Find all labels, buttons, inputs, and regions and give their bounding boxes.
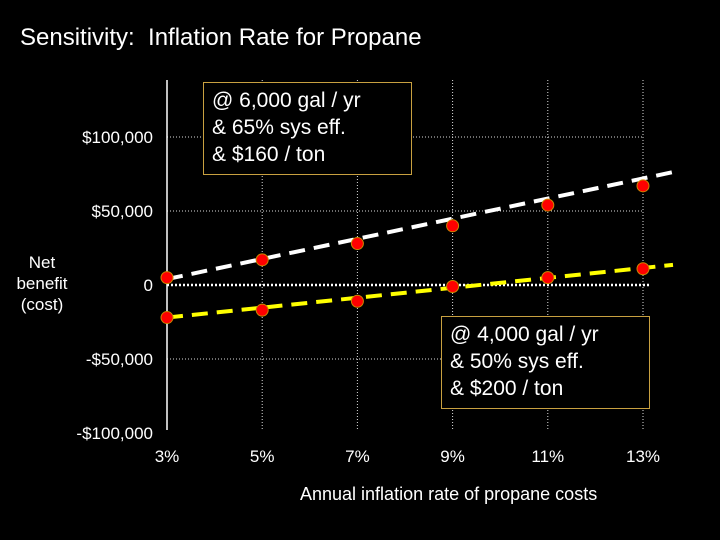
data-point [636, 262, 650, 276]
x-tick-label: 5% [250, 447, 275, 466]
annotation-box-high: @ 6,000 gal / yr & 65% sys eff. & $160 /… [203, 82, 412, 175]
data-point [350, 294, 364, 308]
annotation-line: & $200 / ton [450, 377, 564, 400]
annotation-box-low: @ 4,000 gal / yr & 50% sys eff. & $200 /… [441, 316, 650, 409]
data-point [255, 303, 269, 317]
y-axis-label-line: benefit [16, 274, 68, 293]
series-layer [160, 170, 674, 325]
data-point [160, 271, 174, 285]
y-tick-label: $50,000 [92, 202, 153, 221]
x-tick-label: 3% [155, 447, 180, 466]
series-trend-line [166, 262, 674, 320]
y-axis-label-line: Net [28, 253, 56, 272]
data-point [255, 253, 269, 267]
annotation-line: & $160 / ton [212, 143, 326, 166]
page-title: Sensitivity: Inflation Rate for Propane [20, 24, 422, 51]
data-point [446, 279, 460, 293]
data-point [636, 179, 650, 193]
y-tick-label: 0 [144, 276, 153, 295]
y-tick-label: -$100,000 [76, 424, 153, 443]
x-tick-label: 13% [626, 447, 660, 466]
annotation-line: & 50% sys eff. [450, 350, 584, 373]
annotation-line: @ 4,000 gal / yr [450, 323, 599, 346]
data-point [541, 271, 555, 285]
x-tick-label: 9% [440, 447, 465, 466]
annotation-line: & 65% sys eff. [212, 116, 346, 139]
y-tick-label: $100,000 [82, 128, 153, 147]
y-axis-label-line: (cost) [20, 295, 64, 314]
data-point [541, 198, 555, 212]
x-tick-label: 11% [531, 447, 564, 466]
y-axis-label: Net benefit (cost) [14, 252, 70, 315]
x-axis-label: Annual inflation rate of propane costs [300, 484, 598, 504]
annotation-line: @ 6,000 gal / yr [212, 89, 361, 112]
y-tick-label: -$50,000 [86, 350, 153, 369]
x-tick-label: 7% [345, 447, 370, 466]
data-point [160, 311, 174, 325]
series-trend-line [166, 170, 674, 282]
data-point [350, 237, 364, 251]
data-point [446, 219, 460, 233]
